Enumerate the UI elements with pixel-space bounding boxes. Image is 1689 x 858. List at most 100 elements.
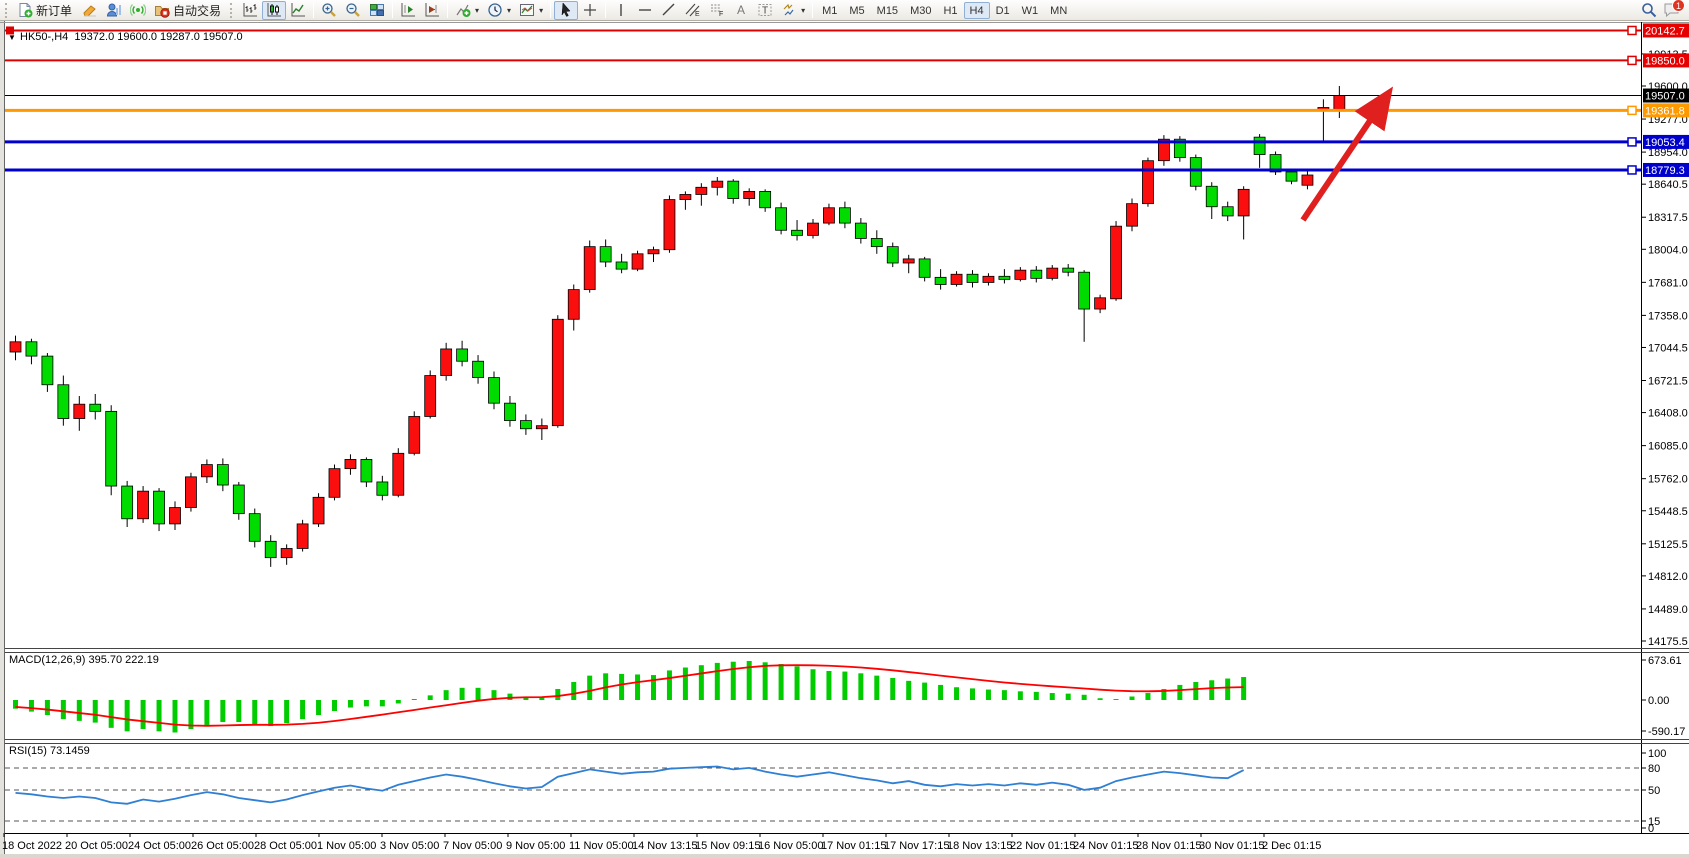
hline-right-handle[interactable]: [1627, 137, 1637, 147]
candle-up: [440, 348, 453, 376]
zoom-out-button[interactable]: [341, 1, 365, 20]
timeframe-button-m5[interactable]: M5: [849, 4, 865, 17]
chart-shift-button[interactable]: [420, 1, 444, 20]
equidistant-channel-tool[interactable]: E: [681, 1, 705, 20]
scroll-to-end-button[interactable]: [396, 1, 420, 20]
macd-hist-bar: [571, 682, 577, 700]
candle-up: [902, 258, 915, 264]
macd-hist-bar: [1065, 693, 1071, 700]
hline-right-handle[interactable]: [1627, 55, 1637, 66]
svg-text:15448.5: 15448.5: [1648, 506, 1688, 518]
timeframe-button-d1[interactable]: D1: [995, 4, 1010, 17]
svg-text:16085.0: 16085.0: [1648, 441, 1688, 453]
arrows-tool[interactable]: ▾: [777, 1, 809, 20]
svg-text:15: 15: [1648, 816, 1660, 828]
templates-button[interactable]: ▾: [515, 1, 547, 20]
svg-text:18 Oct 2022: 18 Oct 2022: [2, 840, 62, 852]
price-badge: [1643, 134, 1689, 149]
auto-trading-button[interactable]: 自动交易: [150, 1, 227, 20]
timeframe-button-h4[interactable]: H4: [963, 1, 990, 19]
new-order-icon: [19, 3, 33, 18]
tile-windows-button[interactable]: [365, 1, 389, 20]
macd-hist-bar: [347, 700, 353, 708]
bar-chart-icon: [243, 3, 258, 17]
price-axis[interactable]: [1641, 53, 1646, 642]
candle-down: [216, 464, 229, 486]
macd-hist-bar: [252, 700, 258, 725]
candle-down: [264, 540, 277, 559]
macd-hist-bar: [363, 700, 369, 707]
trend-arrow[interactable]: [1300, 86, 1394, 222]
new-order-button[interactable]: 新订单: [13, 1, 78, 20]
svg-text:26 Oct 05:00: 26 Oct 05:00: [191, 840, 254, 852]
toolbar-separator: [392, 2, 394, 18]
text-label-tool[interactable]: T: [753, 1, 777, 20]
hline-right-handle[interactable]: [1627, 25, 1637, 36]
macd-hist-bar: [922, 682, 928, 700]
candle-up: [169, 507, 181, 525]
svg-text:673.61: 673.61: [1648, 655, 1682, 667]
chart-menu-caret[interactable]: ▼: [8, 33, 16, 42]
bar-chart-mode-button[interactable]: [238, 1, 262, 20]
hline-right-handle[interactable]: [1627, 105, 1637, 116]
candle-down: [89, 403, 102, 412]
toolbar-grip[interactable]: [5, 2, 10, 18]
candle-up: [679, 194, 692, 200]
candle-up: [535, 425, 548, 430]
macd-hist-bar: [1193, 682, 1199, 700]
search-icon[interactable]: [1641, 2, 1657, 18]
toolbar-grip[interactable]: [230, 2, 235, 18]
periods-button[interactable]: ▾: [483, 1, 515, 20]
hline-left-handle[interactable]: [6, 26, 14, 35]
text-tool[interactable]: A: [729, 1, 753, 20]
macd-hist-bar: [698, 665, 704, 700]
zoom-in-icon: [322, 3, 336, 17]
candlestick-mode-button[interactable]: [262, 0, 287, 20]
zoom-in-button[interactable]: [317, 1, 341, 20]
cursor-tool-button[interactable]: [554, 0, 579, 20]
timeframe-button-m1[interactable]: M1: [822, 4, 838, 17]
candle-up: [424, 375, 437, 417]
candle-up: [408, 416, 421, 454]
timeframe-button-m15[interactable]: M15: [876, 4, 899, 17]
highlighter-button[interactable]: [78, 1, 102, 20]
macd-hist-bar: [682, 667, 688, 700]
candlestick-icon: [267, 3, 282, 17]
svg-text:100: 100: [1648, 748, 1666, 760]
trendline-tool[interactable]: [657, 1, 681, 20]
timeframe-button-m30[interactable]: M30: [910, 4, 932, 17]
vertical-line-tool[interactable]: [609, 1, 633, 20]
crosshair-tool-button[interactable]: [578, 1, 602, 20]
candle-up: [807, 222, 819, 236]
candle-up: [9, 341, 22, 353]
macd-hist-bar: [268, 700, 274, 727]
macd-pane: [13, 659, 1646, 733]
hline-right-handle[interactable]: [1627, 165, 1637, 175]
candle-down: [248, 513, 261, 542]
indicators-button[interactable]: ▾: [451, 1, 483, 20]
svg-text:0: 0: [1648, 823, 1654, 835]
timeframe-button-w1[interactable]: W1: [1021, 4, 1039, 17]
candle-down: [1253, 136, 1266, 155]
line-chart-icon: [291, 3, 306, 17]
fibonacci-tool[interactable]: F: [705, 1, 729, 20]
svg-text:15125.5: 15125.5: [1648, 539, 1688, 551]
toolbar-separator: [447, 2, 449, 18]
profile-button[interactable]: [102, 1, 126, 20]
macd-hist-bar: [188, 700, 194, 729]
price-badge: [1643, 103, 1689, 118]
line-chart-mode-button[interactable]: [286, 1, 310, 20]
svg-text:18004.0: 18004.0: [1648, 244, 1688, 256]
horizontal-line-tool[interactable]: [633, 1, 657, 20]
time-axis[interactable]: [3, 833, 1265, 837]
svg-text:24 Oct 05:00: 24 Oct 05:00: [128, 840, 191, 852]
candle-up: [950, 273, 963, 285]
svg-text:0.00: 0.00: [1648, 695, 1669, 707]
signal-button[interactable]: [126, 1, 150, 20]
timeframe-button-mn[interactable]: MN: [1050, 4, 1068, 17]
price-badge-label: 20142.7: [1645, 25, 1685, 37]
timeframe-button-h1[interactable]: H1: [943, 4, 958, 17]
candle-down: [918, 258, 931, 278]
notifications-button[interactable]: 1: [1663, 0, 1685, 18]
